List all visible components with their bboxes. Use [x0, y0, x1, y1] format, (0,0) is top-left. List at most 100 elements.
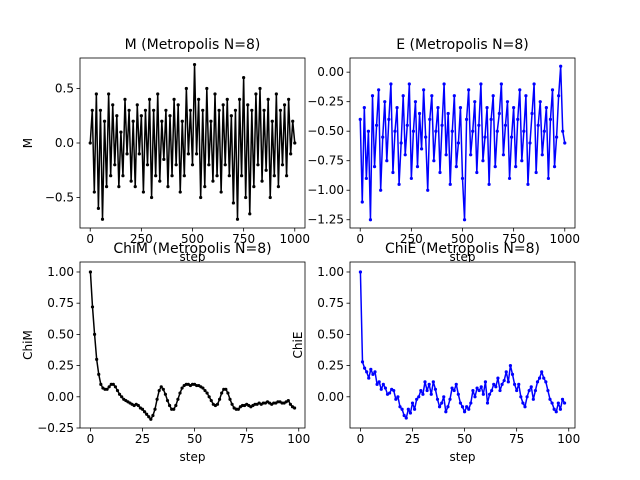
m-data-point	[278, 108, 283, 112]
chim-data-point	[151, 413, 155, 418]
m-data-point	[158, 179, 162, 183]
m-data-point	[293, 141, 297, 145]
chie-data-point	[492, 382, 496, 386]
e-data-point	[559, 64, 563, 68]
e-data-point	[417, 111, 422, 116]
m-chart: 0 250 500 750 1000 −0.5 0.0 0.5 M (Metropolis N=…	[21, 37, 310, 264]
e-data-point	[395, 105, 399, 110]
m-data-point	[229, 114, 233, 118]
e-data-point	[561, 129, 565, 133]
e-data-point	[383, 100, 387, 104]
e-data-point	[501, 153, 506, 157]
e-data-point	[516, 117, 520, 121]
m-data-point	[129, 179, 133, 183]
chie-data-point	[531, 397, 535, 401]
e-x-tick-label: 1000	[549, 232, 580, 246]
chim-data-point	[165, 398, 170, 403]
chie-data-point	[440, 401, 444, 405]
m-data-point	[209, 119, 213, 123]
e-data-point	[446, 111, 450, 116]
m-data-point	[147, 97, 152, 102]
chie-x-axis-label: step	[450, 450, 476, 464]
m-data-point	[123, 97, 127, 102]
m-y-axis-label: M	[21, 138, 35, 148]
chie-data-point	[490, 388, 494, 393]
e-data-point	[514, 165, 518, 169]
chie-data-point	[456, 392, 460, 396]
chie-data-point	[465, 405, 469, 409]
m-data-point	[211, 179, 215, 183]
e-data-point	[448, 182, 452, 186]
e-data-point	[415, 165, 420, 169]
m-data-point	[109, 174, 113, 178]
e-data-point	[419, 147, 424, 151]
chie-data-point	[373, 370, 377, 374]
chie-data-point	[448, 397, 452, 401]
e-data-point	[436, 105, 440, 110]
m-data-point	[201, 108, 205, 112]
e-data-point	[422, 88, 426, 92]
e-x-tick-label: 500	[451, 232, 474, 246]
chie-axes-frame	[349, 261, 576, 429]
chie-data-point	[485, 401, 490, 405]
e-data-point	[428, 117, 432, 121]
chim-data-point	[220, 391, 224, 395]
e-data-point	[483, 135, 487, 139]
e-data-point	[391, 170, 395, 175]
e-data-point	[520, 159, 524, 163]
m-y-tick-label: −0.5	[45, 190, 74, 204]
m-data-point	[289, 152, 293, 156]
chie-data-point	[552, 407, 556, 411]
m-data-point	[188, 108, 193, 112]
m-data-point	[139, 114, 143, 118]
charts-group: 0 250 500 750 1000−0.50.00.5M (Metropolis N=…	[21, 37, 580, 464]
e-data-point	[532, 82, 536, 86]
m-data-point	[176, 103, 180, 107]
e-data-point	[524, 94, 528, 98]
m-data-point	[239, 174, 244, 178]
chim-data-point	[236, 407, 240, 411]
m-data-point	[145, 163, 150, 167]
m-data-point	[156, 92, 160, 96]
chie-data-point	[525, 395, 529, 399]
chie-x-tick-label: 75	[509, 432, 524, 446]
e-data-point	[370, 94, 375, 98]
chie-chart-title: ChiE (Metropolis N=8)	[385, 241, 540, 257]
chie-x-tick-label: 100	[557, 432, 580, 446]
chie-data-point	[512, 382, 517, 386]
e-data-point	[362, 105, 366, 110]
chim-x-tick-label: 25	[135, 432, 150, 446]
m-data-point	[235, 217, 240, 221]
m-data-point	[162, 157, 166, 161]
m-data-point	[88, 141, 92, 145]
chie-data-point	[473, 395, 477, 399]
chie-data-point	[423, 380, 427, 384]
e-data-point	[540, 153, 544, 157]
chie-data-point	[410, 401, 415, 405]
chim-data-point	[107, 385, 111, 389]
e-data-point	[469, 153, 473, 157]
m-data-point	[186, 152, 191, 156]
m-data-point	[203, 184, 207, 189]
chie-data-point	[519, 395, 523, 399]
e-data-point	[481, 159, 485, 163]
chim-data-point	[140, 407, 145, 411]
m-data-point	[131, 119, 135, 123]
e-data-point	[377, 88, 381, 92]
chie-data-point	[483, 380, 488, 384]
e-data-point	[456, 141, 461, 145]
chie-data-point	[421, 392, 425, 396]
chim-data-point	[155, 397, 159, 401]
e-data-point	[462, 218, 467, 222]
chim-x-tick-label: 100	[287, 432, 310, 446]
m-data-point	[178, 190, 182, 194]
chie-data-point	[446, 405, 450, 409]
e-data-point	[366, 129, 371, 133]
chie-data-point	[419, 388, 423, 393]
e-data-point	[550, 88, 555, 92]
chim-data-point	[136, 403, 140, 408]
e-data-point	[473, 100, 477, 104]
chim-data-point	[149, 417, 153, 421]
chim-data-point	[97, 372, 101, 376]
